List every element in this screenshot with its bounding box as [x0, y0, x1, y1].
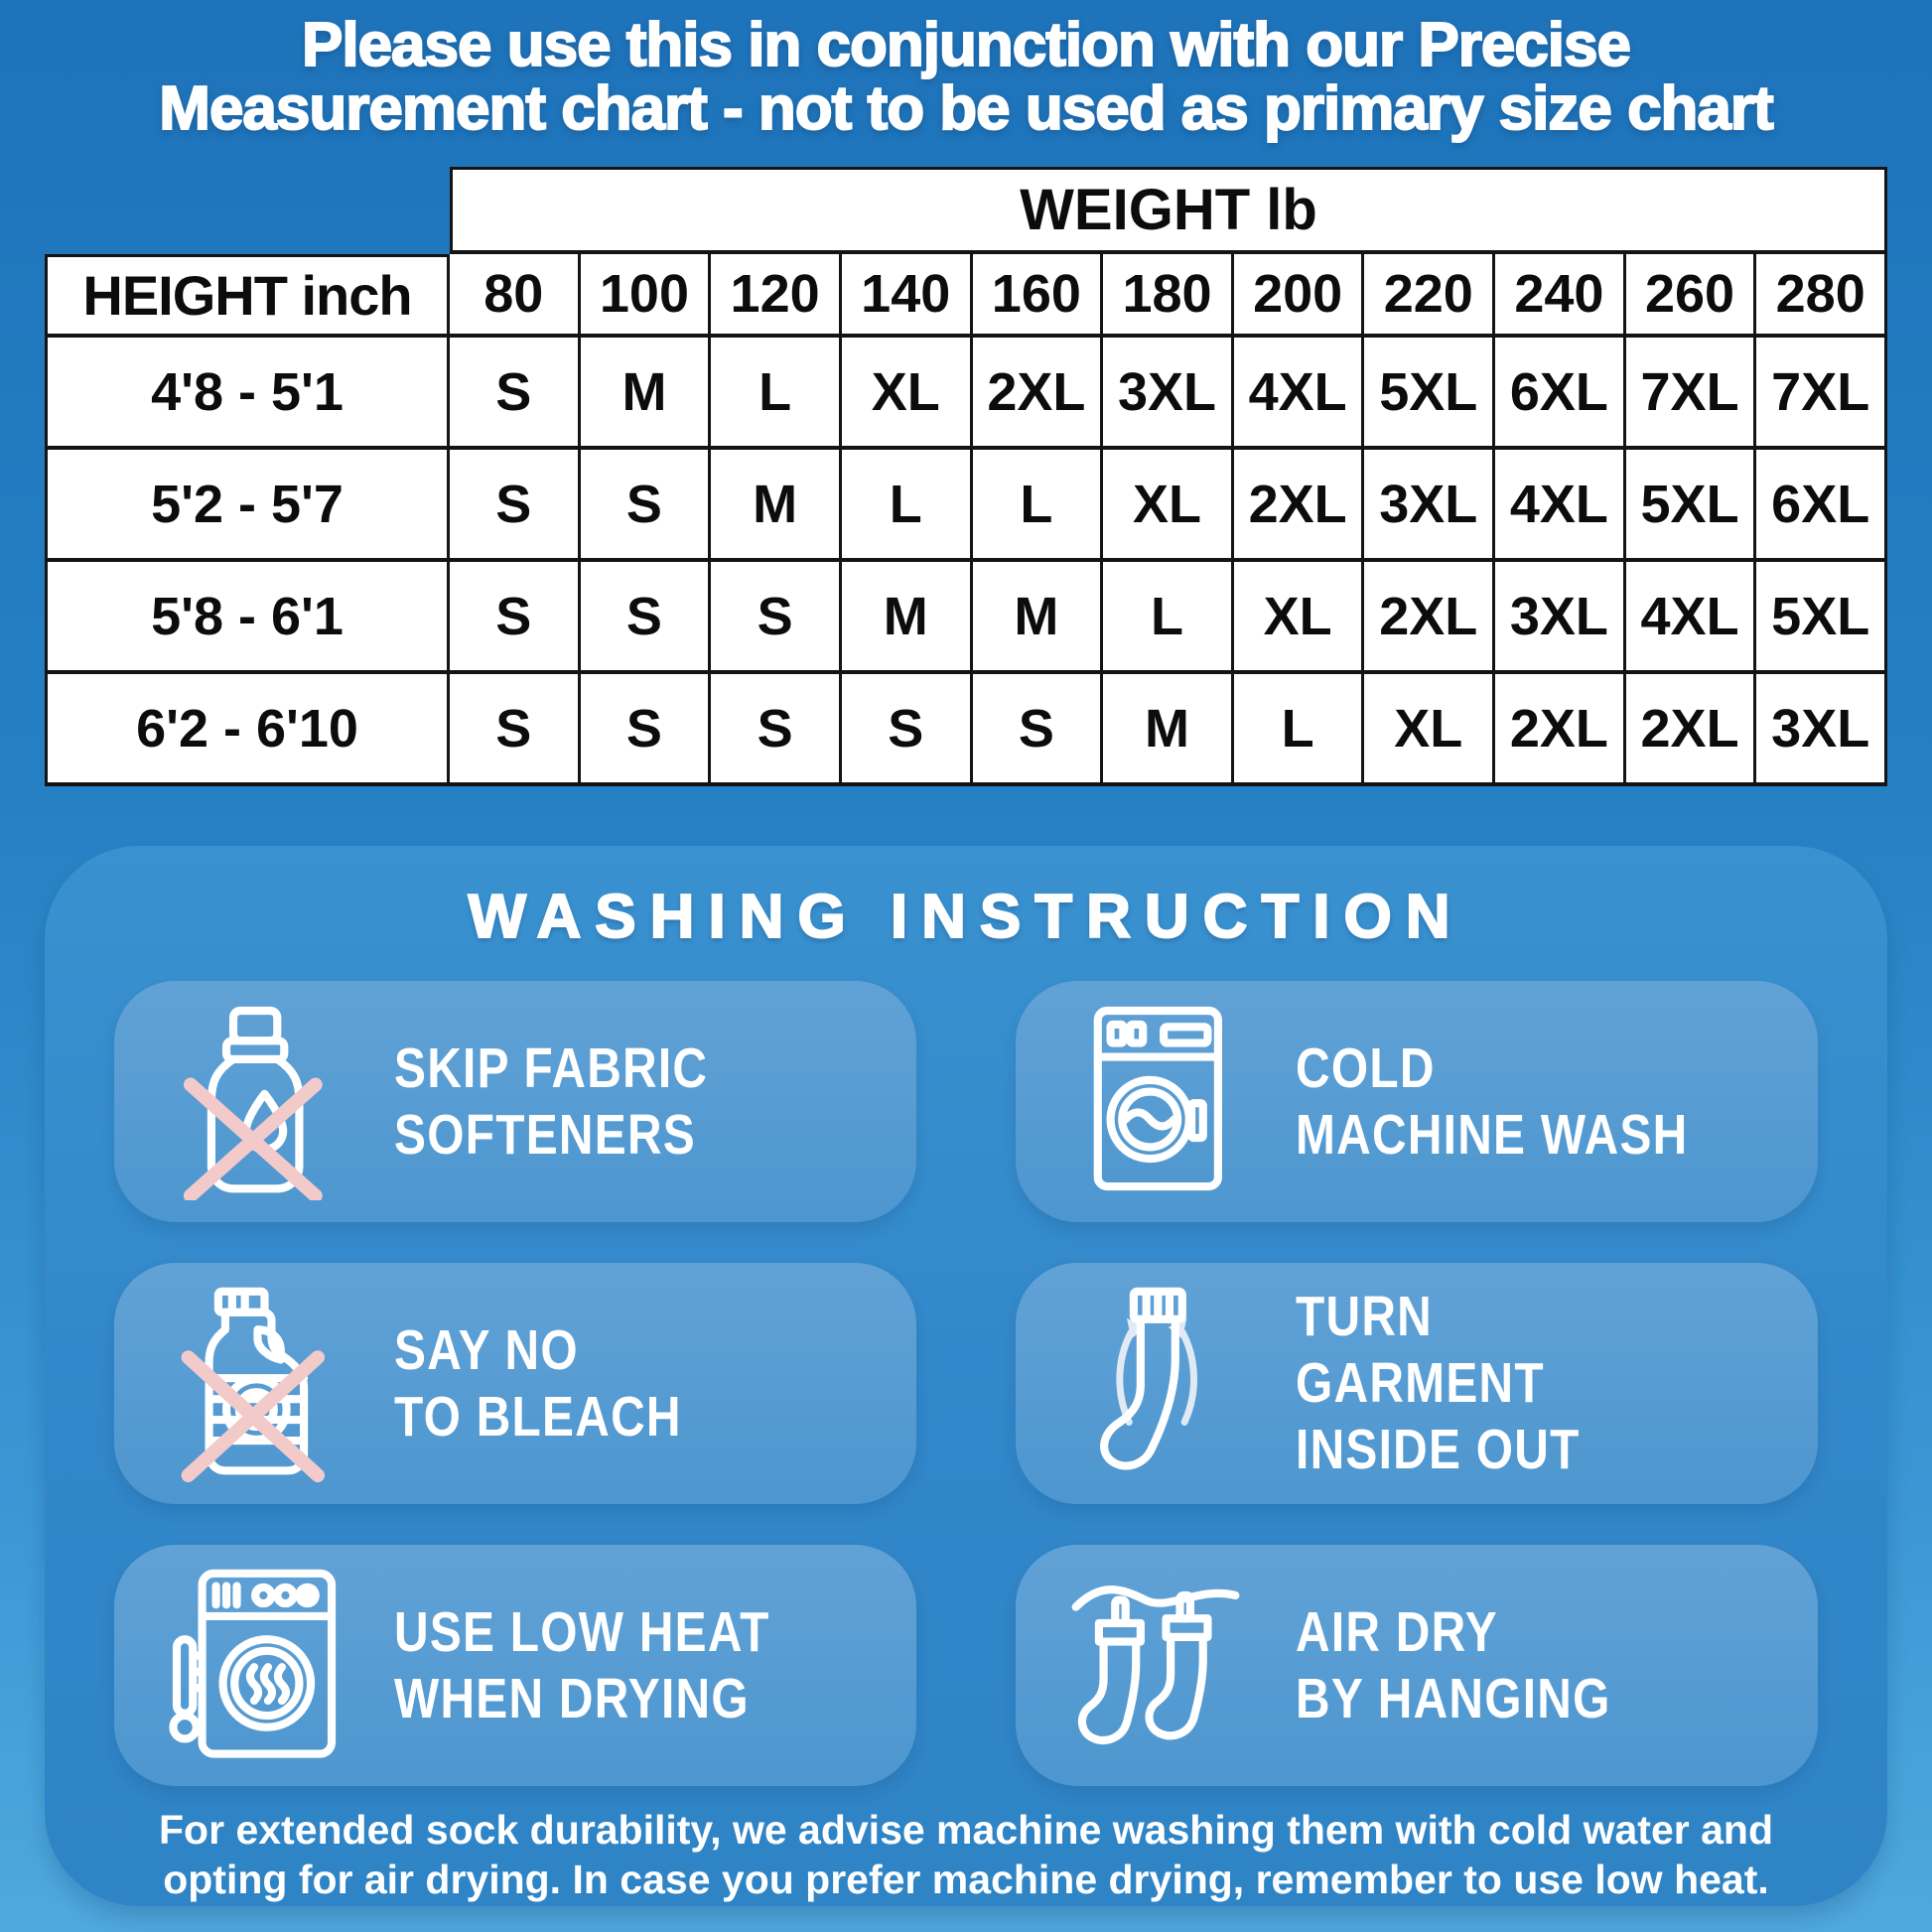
size-cell: S	[580, 450, 712, 562]
page-title-line2: Measurement chart - not to be used as pr…	[158, 74, 1774, 144]
card-cold-machine-wash: COLD MACHINE WASH	[1016, 981, 1818, 1222]
weight-column-header: 280	[1756, 254, 1887, 338]
size-cell: S	[711, 562, 842, 674]
air-dry-socks-icon	[1061, 1568, 1250, 1764]
low-heat-dryer-icon	[160, 1568, 348, 1764]
weight-column-header: 220	[1364, 254, 1496, 338]
size-cell: M	[711, 450, 842, 562]
size-cell: 5XL	[1364, 338, 1496, 450]
size-cell: 2XL	[1495, 674, 1626, 786]
size-cell: L	[1103, 562, 1234, 674]
size-cell: 3XL	[1364, 450, 1496, 562]
card-use-low-heat-when-drying: USE LOW HEAT WHEN DRYING	[114, 1545, 916, 1786]
washing-instruction-title: WASHING INSTRUCTION	[467, 882, 1464, 952]
weight-column-header: 100	[580, 254, 712, 338]
weight-column-header: 200	[1233, 254, 1365, 338]
size-cell: S	[711, 674, 842, 786]
size-cell: 4XL	[1233, 338, 1365, 450]
care-note-line2: opting for air drying. In case you prefe…	[163, 1857, 1769, 1903]
size-cell: XL	[841, 338, 973, 450]
size-cell: 2XL	[1625, 674, 1757, 786]
weight-column-header: 240	[1495, 254, 1626, 338]
size-cell: S	[450, 450, 581, 562]
size-cell: 6XL	[1756, 450, 1887, 562]
size-cell: S	[972, 674, 1104, 786]
card-label: COLD MACHINE WASH	[1296, 1035, 1689, 1167]
size-cell: 2XL	[1364, 562, 1496, 674]
card-label: USE LOW HEAT WHEN DRYING	[394, 1599, 770, 1730]
weight-column-header: 120	[711, 254, 842, 338]
size-cell: L	[711, 338, 842, 450]
size-cell: 3XL	[1103, 338, 1234, 450]
size-cell: 6XL	[1495, 338, 1626, 450]
weight-column-header: 140	[841, 254, 973, 338]
height-range-cell: 6'2 - 6'10	[45, 674, 450, 786]
size-cell: 4XL	[1625, 562, 1757, 674]
no-fabric-softener-icon	[160, 1004, 348, 1200]
care-note-line1: For extended sock durability, we advise …	[159, 1807, 1773, 1853]
page-title-line1: Please use this in conjunction with our …	[301, 11, 1632, 79]
size-cell: 4XL	[1495, 450, 1626, 562]
height-header-cell: HEIGHT inch	[45, 254, 450, 338]
size-cell: 3XL	[1756, 674, 1887, 786]
washing-cards-grid: SKIP FABRIC SOFTENERS	[114, 981, 1818, 1786]
size-cell: XL	[1103, 450, 1234, 562]
height-range-cell: 5'2 - 5'7	[45, 450, 450, 562]
weight-header-cell: WEIGHT lb	[450, 167, 1887, 254]
size-cell: S	[450, 562, 581, 674]
size-cell: S	[841, 674, 973, 786]
size-cell: 2XL	[1233, 450, 1365, 562]
weight-column-header: 160	[972, 254, 1104, 338]
size-cell: S	[580, 562, 712, 674]
weight-column-header: 260	[1625, 254, 1757, 338]
size-cell: M	[1103, 674, 1234, 786]
size-cell: M	[972, 562, 1104, 674]
card-label: SKIP FABRIC SOFTENERS	[394, 1035, 709, 1167]
size-cell: 7XL	[1625, 338, 1757, 450]
care-note: For extended sock durability, we advise …	[45, 1805, 1887, 1904]
size-cell: S	[450, 338, 581, 450]
no-bleach-icon	[160, 1286, 348, 1482]
card-skip-fabric-softeners: SKIP FABRIC SOFTENERS	[114, 981, 916, 1222]
height-range-cell: 4'8 - 5'1	[45, 338, 450, 450]
weight-column-header: 180	[1103, 254, 1234, 338]
card-label: SAY NO TO BLEACH	[394, 1317, 682, 1449]
size-cell: 5XL	[1625, 450, 1757, 562]
size-cell: L	[841, 450, 973, 562]
size-cell: 2XL	[972, 338, 1104, 450]
inside-out-sock-icon	[1061, 1286, 1250, 1482]
card-label: AIR DRY BY HANGING	[1296, 1599, 1611, 1730]
card-say-no-to-bleach: SAY NO TO BLEACH	[114, 1263, 916, 1504]
card-label: TURN GARMENT INSIDE OUT	[1296, 1285, 1581, 1481]
size-cell: 7XL	[1756, 338, 1887, 450]
card-air-dry-by-hanging: AIR DRY BY HANGING	[1016, 1545, 1818, 1786]
weight-column-header: 80	[450, 254, 581, 338]
size-cell: S	[450, 674, 581, 786]
size-cell: L	[972, 450, 1104, 562]
card-turn-garment-inside-out: TURN GARMENT INSIDE OUT	[1016, 1263, 1818, 1504]
size-cell: 3XL	[1495, 562, 1626, 674]
size-cell: XL	[1233, 562, 1365, 674]
size-cell: 5XL	[1756, 562, 1887, 674]
size-cell: M	[580, 338, 712, 450]
size-cell: XL	[1364, 674, 1496, 786]
size-cell: S	[580, 674, 712, 786]
size-cell: M	[841, 562, 973, 674]
page-title: Please use this in conjunction with our …	[0, 0, 1932, 142]
size-table: WEIGHT lb HEIGHT inch 80 100 120 140 160…	[45, 167, 1887, 786]
size-cell: L	[1233, 674, 1365, 786]
table-corner-spacer	[45, 167, 450, 254]
washing-machine-icon	[1061, 1004, 1250, 1200]
washing-instruction-panel: WASHING INSTRUCTION	[45, 846, 1887, 1906]
height-range-cell: 5'8 - 6'1	[45, 562, 450, 674]
